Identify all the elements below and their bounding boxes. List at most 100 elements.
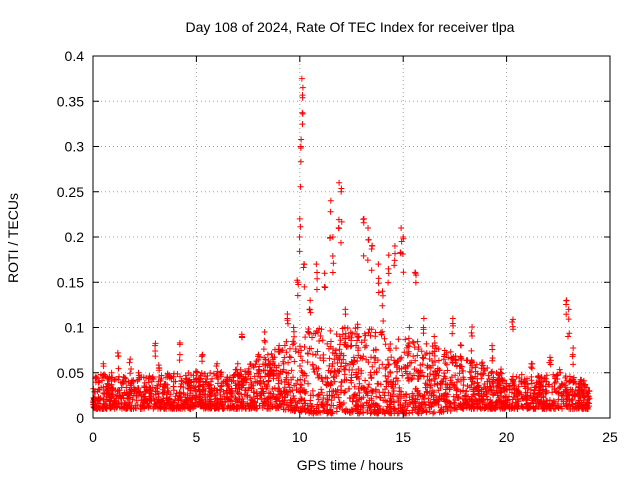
- data-point: [463, 357, 470, 364]
- data-point: [310, 392, 317, 399]
- data-point-peak: [535, 380, 542, 387]
- data-point-peak: [121, 374, 128, 381]
- data-point: [552, 388, 559, 395]
- data-point: [128, 405, 135, 412]
- data-point: [414, 396, 421, 403]
- data-point: [265, 357, 272, 364]
- data-point: [368, 395, 375, 402]
- data-point: [298, 408, 305, 415]
- data-point: [307, 397, 314, 404]
- data-point: [385, 408, 392, 415]
- data-point: [257, 374, 264, 381]
- data-point: [385, 389, 392, 396]
- data-point: [446, 384, 453, 391]
- data-point: [247, 361, 254, 368]
- data-point: [385, 361, 392, 368]
- data-point-peak: [585, 387, 592, 394]
- data-point: [232, 397, 239, 404]
- data-point: [384, 403, 391, 410]
- data-point: [395, 336, 402, 343]
- data-point: [196, 379, 203, 386]
- data-point-peak: [458, 342, 465, 349]
- data-point: [190, 392, 197, 399]
- data-point: [240, 375, 247, 382]
- data-point: [354, 357, 361, 364]
- data-point: [156, 403, 163, 410]
- data-point: [237, 366, 244, 373]
- data-point: [115, 387, 122, 394]
- data-point-peak: [509, 316, 516, 323]
- data-point: [286, 345, 293, 352]
- data-point-peak: [578, 380, 585, 387]
- data-point: [498, 389, 505, 396]
- data-point: [420, 373, 427, 380]
- data-point: [95, 394, 102, 401]
- data-point-peak: [135, 369, 142, 376]
- data-point-peak: [442, 360, 449, 367]
- data-point: [291, 358, 298, 365]
- data-point-peak: [385, 279, 392, 286]
- data-point: [327, 343, 334, 350]
- data-point: [393, 345, 400, 352]
- y-tick-label: 0.25: [57, 184, 84, 200]
- data-point: [316, 325, 323, 332]
- data-point: [190, 372, 197, 379]
- data-point: [100, 384, 107, 391]
- data-point: [305, 406, 312, 413]
- data-point: [298, 395, 305, 402]
- data-point: [201, 391, 208, 398]
- data-point: [543, 378, 550, 385]
- data-point: [452, 372, 459, 379]
- data-point-peak: [529, 365, 536, 372]
- data-point-peak: [297, 223, 304, 230]
- data-point: [396, 388, 403, 395]
- data-point: [338, 401, 345, 408]
- data-point: [275, 380, 282, 387]
- data-point: [394, 377, 401, 384]
- data-point-peak: [557, 384, 564, 391]
- y-axis: 0 0.05 0.1 0.15 0.2 0.25 0.3 0.35 0.4: [57, 48, 610, 426]
- data-point: [160, 395, 167, 402]
- data-point: [326, 392, 333, 399]
- data-point: [318, 389, 325, 396]
- data-point: [172, 378, 179, 385]
- data-point: [312, 351, 319, 358]
- data-point: [403, 409, 410, 416]
- data-point: [410, 404, 417, 411]
- data-point: [333, 373, 340, 380]
- data-point: [283, 349, 290, 356]
- data-point: [419, 361, 426, 368]
- data-point: [533, 400, 540, 407]
- data-point: [131, 386, 138, 393]
- data-point-peak: [563, 311, 570, 318]
- data-point: [318, 374, 325, 381]
- data-point: [178, 378, 185, 385]
- data-point: [269, 386, 276, 393]
- data-point: [211, 401, 218, 408]
- data-point: [539, 403, 546, 410]
- data-point-peak: [518, 377, 525, 384]
- data-point: [528, 373, 535, 380]
- data-point-peak: [469, 324, 476, 331]
- data-point-peak: [570, 361, 577, 368]
- data-point: [260, 361, 267, 368]
- data-point-peak: [194, 368, 201, 375]
- data-point: [320, 395, 327, 402]
- data-point-peak: [307, 309, 314, 316]
- data-point-peak: [337, 239, 344, 246]
- data-point: [574, 401, 581, 408]
- data-point-peak: [557, 369, 564, 376]
- data-point: [155, 378, 162, 385]
- data-point: [353, 392, 360, 399]
- data-point-peak: [327, 197, 334, 204]
- data-point: [454, 386, 461, 393]
- data-point: [347, 377, 354, 384]
- data-point: [388, 354, 395, 361]
- data-point: [238, 379, 245, 386]
- data-point: [280, 401, 287, 408]
- data-point-peak: [143, 383, 150, 390]
- data-point: [250, 393, 257, 400]
- data-point: [390, 387, 397, 394]
- data-point-peak: [412, 279, 419, 286]
- data-point: [149, 384, 156, 391]
